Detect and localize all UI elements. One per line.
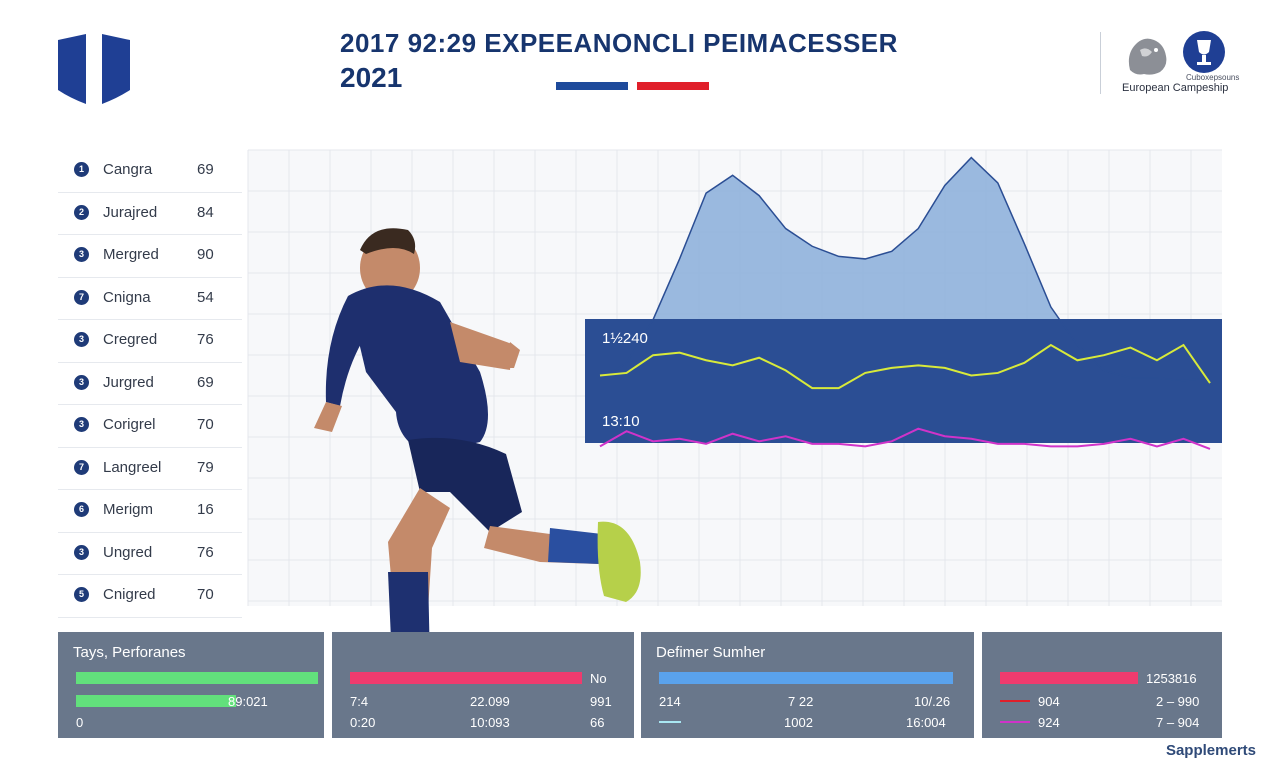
ranking-row[interactable]: 6 Merigm 16 (58, 490, 242, 533)
chart-series (599, 156, 1211, 450)
stat-value: 16:004 (906, 715, 946, 730)
stat-panel-0: Tays, Perforanes 89:021 0 (58, 632, 324, 738)
stat-value: 10/.26 (914, 694, 951, 709)
stat-value: 0:20 (350, 715, 376, 730)
rank-value: 69 (197, 161, 214, 178)
ranking-row[interactable]: 5 Cnigred 70 (58, 575, 242, 618)
rank-name: Cnigna (103, 288, 151, 306)
stat-value: 89:021 (228, 694, 268, 709)
ranking-row[interactable]: 1 Cangra 69 (58, 150, 242, 193)
stat-panel-3: 1253816 904 2 – 990 924 7 – 904 (982, 632, 1222, 738)
title-stripe-blue (556, 82, 628, 90)
chart-highlight-band (585, 319, 1222, 443)
rank-badge: 1 (74, 162, 89, 177)
stat-value: 991 (590, 694, 612, 709)
ranking-row[interactable]: 7 Langreel 79 (58, 448, 242, 490)
rank-value: 70 (197, 416, 214, 433)
stat-bar-0 (76, 672, 318, 684)
page-subtitle: 2021 (340, 62, 403, 93)
stat-value: 7 22 (788, 694, 814, 709)
stat-value: 924 (1038, 715, 1060, 730)
rank-name: Corigrel (103, 416, 156, 433)
lion-logo-icon (1128, 38, 1167, 75)
stat-panel-title: Tays, Perforanes (73, 644, 186, 661)
rank-name: Jurgred (103, 373, 154, 391)
ranking-list: 1 Cangra 69 2 Jurajred 84 3 Mergred 90 7 Cnigna 54 3… (58, 150, 242, 618)
stat-value: 7 – 904 (1156, 715, 1200, 730)
stat-value: 0 (76, 715, 84, 730)
brand-name: European Campeship (1122, 82, 1229, 94)
rank-badge: 6 (74, 502, 89, 517)
stat-bar-1 (76, 695, 236, 707)
rank-value: 69 (197, 373, 214, 391)
series-area-outline-0 (599, 156, 1211, 382)
rank-value: 79 (197, 458, 214, 476)
stat-value: No (590, 671, 607, 686)
series-line-1 (599, 343, 1211, 390)
title-stripe-red (637, 82, 709, 90)
stat-bar-0 (350, 672, 582, 684)
ranking-row[interactable]: 3 Jurgred 69 (58, 363, 242, 405)
rank-value: 76 (197, 543, 214, 561)
rank-name: Cnigred (103, 586, 156, 603)
rank-value: 76 (197, 331, 214, 348)
rank-value: 90 (197, 246, 214, 263)
stat-bar-0 (659, 672, 953, 684)
stat-value: 904 (1038, 694, 1060, 709)
header-divider (1100, 32, 1101, 94)
stat-value: 1002 (784, 715, 813, 730)
rank-name: Mergred (103, 246, 159, 263)
rank-badge: 7 (74, 289, 89, 305)
stat-panel-title: Defimer Sumher (656, 644, 766, 661)
stat-mini-line (659, 721, 681, 723)
rank-badge: 3 (74, 544, 89, 560)
ranking-row[interactable]: 3 Ungred 76 (58, 533, 242, 575)
shield-logo-icon (58, 34, 130, 104)
stat-value: 66 (590, 715, 605, 730)
stat-panel-2: Defimer Sumher 214 7 22 10/.26 1002 16:0… (641, 632, 974, 738)
stat-value: 10:093 (470, 715, 510, 730)
ranking-row[interactable]: 3 Corigrel 70 (58, 405, 242, 448)
rank-badge: 7 (74, 459, 89, 475)
rank-badge: 3 (74, 332, 89, 347)
rank-badge: 2 (74, 204, 89, 220)
rank-name: Ungred (103, 543, 153, 561)
rank-badge: 3 (74, 247, 89, 262)
chart-label-lower: 13:10 (602, 413, 640, 430)
stat-mini-line (1000, 700, 1030, 702)
stat-bar-0 (1000, 672, 1138, 684)
rank-name: Jurajred (103, 203, 158, 221)
brand-small-text: Cuboxepsouns (1186, 73, 1240, 82)
stat-value: 22.099 (470, 694, 510, 709)
stat-mini-line (1000, 721, 1030, 723)
rank-badge: 5 (74, 587, 89, 602)
ranking-row[interactable]: 3 Cregred 76 (58, 320, 242, 363)
trophy-logo-icon (1183, 31, 1225, 73)
rank-name: Cangra (103, 161, 153, 178)
stat-panel-1: No 7:4 22.099 991 0:20 10:093 66 (332, 632, 634, 738)
rank-value: 84 (197, 203, 214, 221)
rank-name: Cregred (103, 331, 158, 348)
supplements-link[interactable]: Sapplemerts (1165, 742, 1256, 759)
rank-value: 16 (197, 501, 214, 518)
series-line-2 (599, 427, 1211, 450)
rank-name: Merigm (103, 501, 154, 518)
ranking-row[interactable]: 3 Mergred 90 (58, 235, 242, 278)
rank-badge: 3 (74, 374, 89, 390)
stat-value: 1253816 (1146, 671, 1197, 686)
rank-name: Langreel (103, 458, 162, 476)
stat-value: 7:4 (350, 694, 369, 709)
ranking-row[interactable]: 7 Cnigna 54 (58, 278, 242, 320)
rank-badge: 3 (74, 417, 89, 432)
stat-value: 214 (659, 694, 681, 709)
rank-value: 70 (197, 586, 214, 603)
chart-label-upper: 1½240 (602, 330, 648, 347)
rank-value: 54 (197, 288, 214, 306)
page-title: 2017 92:29 EXPEEANONCLI PEIMACESSER (340, 28, 898, 58)
ranking-row[interactable]: 2 Jurajred 84 (58, 193, 242, 235)
stat-value: 2 – 990 (1156, 694, 1200, 709)
